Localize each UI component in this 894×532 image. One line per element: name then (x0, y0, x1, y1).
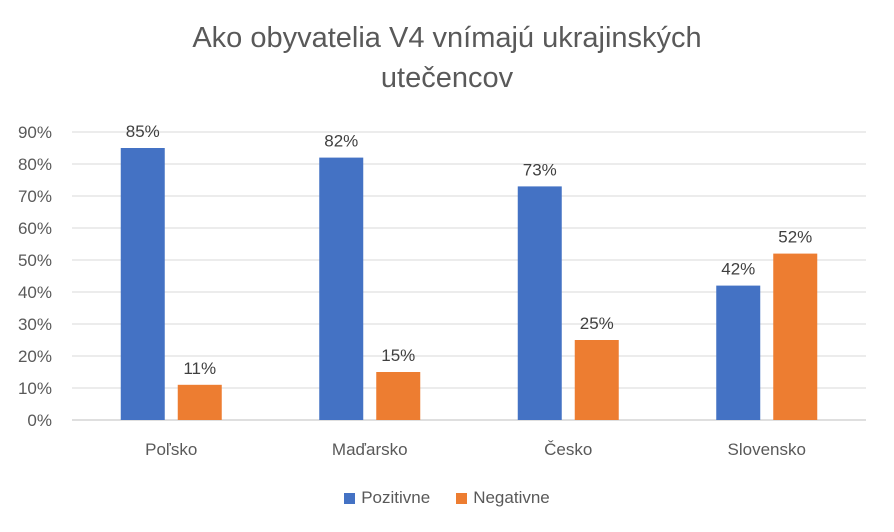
y-tick-label: 60% (18, 219, 52, 238)
legend-swatch-pozitivne (344, 492, 356, 504)
bar-negativne (177, 384, 222, 420)
bar-pozitivne (319, 157, 364, 420)
y-tick-label: 20% (18, 347, 52, 366)
legend-item-pozitivne: Pozitivne (344, 488, 430, 508)
chart-title: Ako obyvatelia V4 vnímajú ukrajinských u… (0, 18, 894, 98)
y-tick-label: 30% (18, 315, 52, 334)
legend-swatch-negativne (456, 492, 468, 504)
x-tick-label: Slovensko (728, 440, 806, 459)
bar-pozitivne (716, 285, 761, 420)
chart-title-line2: utečencov (380, 62, 514, 94)
y-tick-label: 70% (18, 187, 52, 206)
x-tick-label: Maďarsko (332, 440, 408, 459)
bar-negativne (574, 340, 619, 420)
x-tick-label: Česko (544, 440, 592, 459)
legend: Pozitivne Negativne (0, 488, 894, 508)
bar-pozitivne (120, 148, 165, 420)
x-tick-label: Poľsko (145, 440, 197, 459)
data-label: 52% (778, 228, 812, 247)
data-label: 85% (126, 122, 160, 141)
bar-pozitivne (517, 186, 562, 420)
y-tick-label: 80% (18, 155, 52, 174)
bar-negativne (773, 253, 818, 420)
data-label: 15% (381, 346, 415, 365)
data-label: 73% (523, 160, 557, 179)
data-label: 42% (721, 260, 755, 279)
y-tick-label: 0% (27, 411, 52, 430)
legend-label-pozitivne: Pozitivne (361, 488, 431, 507)
bar-negativne (376, 372, 421, 420)
data-label: 82% (324, 132, 358, 151)
chart-title-line1: Ako obyvatelia V4 vnímajú ukrajinských (192, 22, 702, 54)
data-label: 25% (580, 314, 614, 333)
y-tick-label: 50% (18, 251, 52, 270)
data-label: 11% (183, 359, 216, 378)
y-tick-label: 40% (18, 283, 52, 302)
y-tick-label: 90% (18, 123, 52, 142)
legend-label-negativne: Negativne (473, 488, 550, 507)
legend-item-negativne: Negativne (456, 488, 550, 508)
y-tick-label: 10% (18, 379, 52, 398)
